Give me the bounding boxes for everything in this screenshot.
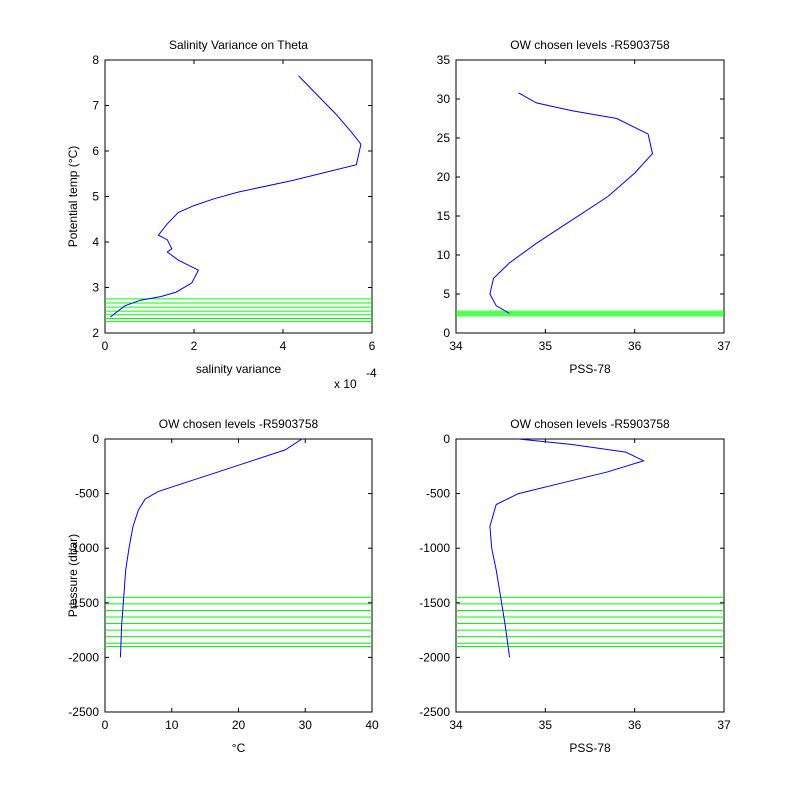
- y-tick-label: 0: [443, 432, 450, 446]
- x-tick-label: 36: [628, 339, 642, 353]
- y-tick-label: 8: [92, 53, 99, 67]
- y-axis-label: Pressure (dbar): [66, 534, 80, 617]
- y-tick-label: -2500: [419, 705, 450, 719]
- x-tick-label: 0: [102, 339, 109, 353]
- plot-frame: [455, 438, 725, 713]
- chart-title: OW chosen levels -R5903758: [510, 38, 670, 52]
- y-tick-label: -1000: [68, 541, 99, 555]
- y-tick-label: 3: [92, 281, 99, 295]
- y-tick-label: -1500: [419, 596, 450, 610]
- y-tick-label: 2: [92, 326, 99, 340]
- x-tick-label: 20: [232, 718, 246, 732]
- x-tick-label: 6: [369, 339, 376, 353]
- x-tick-label: 10: [165, 718, 179, 732]
- y-tick-label: 5: [443, 287, 450, 301]
- y-tick-label: 30: [437, 92, 451, 106]
- y-tick-label: 20: [437, 170, 451, 184]
- chart-bl: 0 10 20 30 40 -2500 -2000 -1500 -1000 -500 0 OW cho…: [66, 417, 379, 755]
- y-tick-label: -1500: [68, 596, 99, 610]
- x-tick-label: 36: [628, 718, 642, 732]
- y-tick-label: 5: [92, 190, 99, 204]
- y-tick-label: -2000: [68, 650, 99, 664]
- y-tick-label: 35: [437, 53, 451, 67]
- plot-frame: [104, 59, 373, 334]
- x-tick-label: 35: [539, 718, 553, 732]
- y-tick-label: -1000: [419, 541, 450, 555]
- plot-frame: [104, 438, 373, 713]
- x-tick-label: 37: [717, 339, 731, 353]
- y-tick-label: -2000: [419, 650, 450, 664]
- x-tick-label: 2: [191, 339, 198, 353]
- x-tick-label: 40: [365, 718, 379, 732]
- y-tick-label: 15: [437, 209, 451, 223]
- y-tick-label: 10: [437, 248, 451, 262]
- chart-title: Salinity Variance on Theta: [169, 38, 308, 52]
- series-line: [489, 92, 654, 314]
- chart-br: 34 35 36 37 -2500 -2000 -1500 -1000 -500 0 OW chos…: [419, 417, 731, 755]
- y-tick-label: 4: [92, 235, 99, 249]
- chart-tr: 34 35 36 37 0 5 10 15 20 25 30 35 OW chosen levels -…: [437, 38, 731, 376]
- x-axis-label: salinity variance: [196, 362, 282, 376]
- plot-frame: [455, 59, 725, 334]
- y-tick-label: 0: [443, 326, 450, 340]
- y-tick-label: -2500: [68, 705, 99, 719]
- x-axis-label: PSS-78: [569, 362, 611, 376]
- y-tick-label: -500: [75, 487, 99, 501]
- y-tick-label: 7: [92, 99, 99, 113]
- x-axis-label: PSS-78: [569, 741, 611, 755]
- x-tick-label: 35: [539, 339, 553, 353]
- y-tick-label: -500: [426, 487, 450, 501]
- x-tick-label: 37: [717, 718, 731, 732]
- series-line: [119, 438, 303, 658]
- x-multiplier-exponent: -4: [366, 366, 377, 380]
- x-axis-label: °C: [232, 741, 246, 755]
- x-tick-label: 0: [102, 718, 109, 732]
- x-tick-label: 34: [449, 339, 463, 353]
- chart-title: OW chosen levels -R5903758: [510, 417, 670, 431]
- y-tick-label: 0: [92, 432, 99, 446]
- x-tick-label: 30: [299, 718, 313, 732]
- series-line: [489, 438, 645, 658]
- x-multiplier-label: x 10: [334, 377, 357, 391]
- y-tick-label: 6: [92, 144, 99, 158]
- y-tick-label: 25: [437, 131, 451, 145]
- series-line: [109, 75, 362, 318]
- y-axis-label: Potential temp (°C): [66, 146, 80, 248]
- x-tick-label: 34: [449, 718, 463, 732]
- x-tick-label: 4: [280, 339, 287, 353]
- chart-title: OW chosen levels -R5903758: [159, 417, 319, 431]
